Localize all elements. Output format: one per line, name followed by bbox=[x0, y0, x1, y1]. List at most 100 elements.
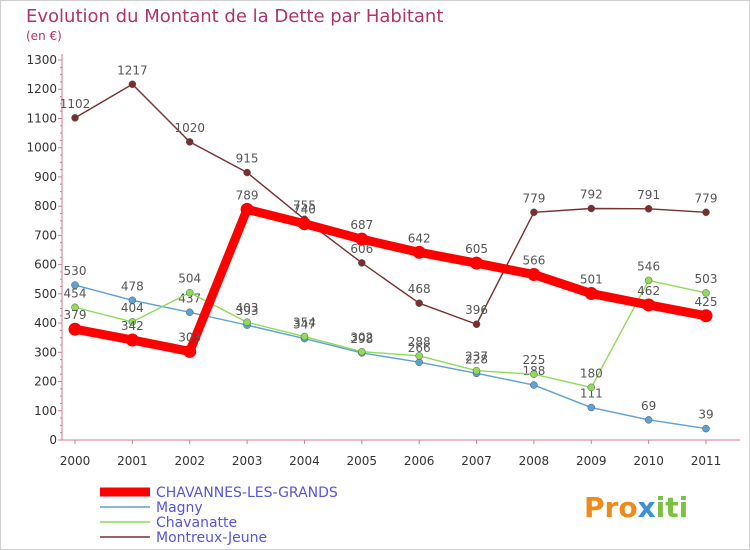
data-label: 503 bbox=[695, 272, 718, 286]
data-label: 396 bbox=[465, 303, 488, 317]
data-label: 111 bbox=[580, 387, 603, 401]
data-label: 755 bbox=[293, 198, 316, 212]
data-point bbox=[68, 322, 82, 336]
data-point bbox=[243, 318, 251, 326]
y-tick-label: 1200 bbox=[26, 82, 57, 96]
data-label: 546 bbox=[637, 259, 660, 273]
data-label: 791 bbox=[637, 188, 660, 202]
data-point bbox=[128, 318, 137, 326]
data-label: 501 bbox=[580, 273, 603, 287]
series-line bbox=[74, 83, 707, 325]
y-tick-label: 700 bbox=[34, 228, 57, 242]
x-tick-label: 2006 bbox=[404, 454, 435, 468]
data-label: 606 bbox=[350, 242, 373, 256]
brand-letter: r bbox=[605, 491, 619, 524]
chart-title: Evolution du Montant de la Dette par Hab… bbox=[26, 6, 443, 27]
legend-label: Chavanatte bbox=[156, 515, 237, 531]
x-tick-label: 2008 bbox=[519, 454, 550, 468]
data-point bbox=[185, 288, 194, 297]
data-label: 530 bbox=[64, 264, 87, 278]
brand-letter: t bbox=[665, 491, 678, 524]
data-label: 393 bbox=[236, 304, 259, 318]
data-point bbox=[644, 276, 653, 285]
legend-label: Magny bbox=[156, 500, 203, 516]
series-line bbox=[74, 204, 707, 356]
x-tick-label: 2004 bbox=[289, 454, 320, 468]
brand-logo: Proxiti bbox=[584, 491, 688, 524]
data-point bbox=[243, 168, 251, 177]
data-label: 347 bbox=[293, 318, 316, 332]
y-tick-label: 1300 bbox=[26, 53, 57, 67]
data-point bbox=[297, 217, 311, 231]
data-point bbox=[584, 287, 598, 301]
data-point bbox=[699, 309, 713, 323]
data-point bbox=[185, 138, 194, 146]
data-point bbox=[415, 352, 423, 360]
data-label: 39 bbox=[698, 408, 713, 422]
y-tick-label: 900 bbox=[34, 170, 57, 184]
data-point bbox=[358, 347, 366, 356]
data-point bbox=[415, 358, 423, 366]
data-label: 379 bbox=[64, 308, 87, 322]
data-label: 454 bbox=[64, 286, 87, 300]
data-label: 69 bbox=[641, 399, 656, 413]
x-tick-label: 2007 bbox=[461, 454, 492, 468]
data-label: 462 bbox=[637, 284, 660, 298]
y-tick-label: 1000 bbox=[26, 141, 57, 155]
data-label: 1217 bbox=[117, 63, 148, 77]
brand-text: Proxiti bbox=[584, 491, 688, 524]
data-point bbox=[415, 299, 423, 307]
y-tick-label: 100 bbox=[34, 404, 57, 418]
x-tick-label: 2005 bbox=[347, 454, 378, 468]
data-label: 792 bbox=[580, 187, 603, 201]
data-point bbox=[71, 281, 79, 289]
data-label: 740 bbox=[293, 203, 316, 217]
data-point bbox=[125, 333, 139, 347]
y-tick-label: 800 bbox=[34, 199, 57, 213]
legend-label: CHAVANNES-LES-GRANDS bbox=[156, 485, 338, 501]
data-label: 403 bbox=[236, 301, 259, 315]
data-label: 779 bbox=[695, 191, 718, 205]
data-label: 354 bbox=[293, 316, 316, 330]
series-chavannes-les-grands: 379 342 303 789 740 687 642 605 566 501 462 425 bbox=[64, 188, 718, 358]
data-point bbox=[644, 205, 653, 213]
data-label: 404 bbox=[121, 301, 144, 315]
x-tick-label: 2010 bbox=[633, 454, 664, 468]
data-point bbox=[128, 80, 137, 89]
y-tick-label: 400 bbox=[34, 316, 57, 330]
data-label: 180 bbox=[580, 366, 603, 380]
brand-letter: i bbox=[679, 491, 689, 524]
data-label: 425 bbox=[695, 295, 718, 309]
data-label: 504 bbox=[178, 272, 201, 286]
axes: 0 100 200 300 400 500 600 700 800 900 1000 1100 1200… bbox=[26, 53, 740, 468]
y-tick-label: 500 bbox=[34, 287, 57, 301]
data-label: 288 bbox=[408, 335, 431, 349]
data-label: 1102 bbox=[60, 97, 91, 111]
data-point bbox=[470, 256, 484, 270]
x-tick-label: 2002 bbox=[174, 454, 205, 468]
data-point bbox=[702, 289, 710, 297]
data-point bbox=[358, 259, 366, 267]
series-chavanatte: 454 404 504 403 354 302 288 237 225 180 546 503 bbox=[64, 259, 718, 392]
data-point bbox=[587, 383, 596, 392]
data-point bbox=[300, 332, 309, 341]
x-tick-label: 2009 bbox=[576, 454, 607, 468]
data-label: 225 bbox=[522, 353, 545, 367]
data-label: 303 bbox=[178, 330, 201, 344]
data-point bbox=[702, 424, 710, 433]
chart-subtitle: (en €) bbox=[26, 29, 62, 43]
data-point bbox=[128, 296, 137, 305]
data-point bbox=[530, 370, 538, 378]
y-tick-label: 600 bbox=[34, 258, 57, 272]
legend-label: Montreux-Jeune bbox=[156, 530, 267, 546]
data-point bbox=[71, 303, 79, 312]
data-label: 605 bbox=[465, 242, 488, 256]
data-point bbox=[472, 366, 481, 375]
brand-letter: x bbox=[638, 491, 656, 524]
y-tick-label: 200 bbox=[34, 375, 57, 389]
data-point bbox=[527, 268, 541, 282]
data-label: 266 bbox=[408, 341, 431, 355]
